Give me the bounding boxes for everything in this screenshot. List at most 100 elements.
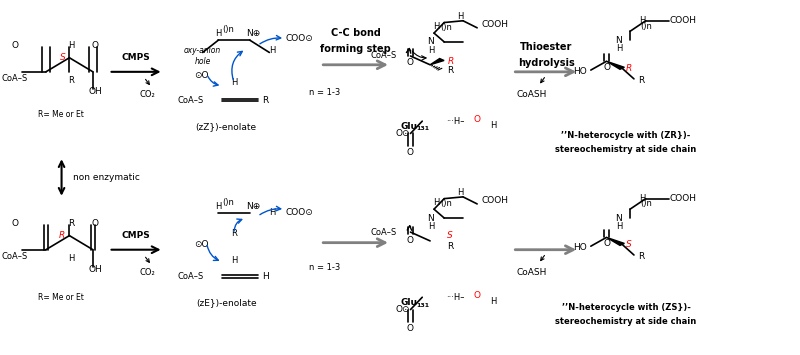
Text: N⊕: N⊕	[246, 29, 260, 38]
Text: ⊙O: ⊙O	[194, 71, 208, 80]
Text: R: R	[638, 252, 644, 261]
Text: stereochemistry at side chain: stereochemistry at side chain	[555, 145, 697, 154]
Text: Glu: Glu	[400, 298, 418, 307]
Text: ()n: ()n	[222, 198, 234, 207]
Text: O: O	[603, 63, 610, 72]
Text: R= Me or Et: R= Me or Et	[38, 293, 84, 302]
Text: R: R	[447, 66, 454, 75]
Text: forming step: forming step	[320, 44, 391, 54]
Text: O⊙: O⊙	[396, 305, 410, 314]
Text: COO⊙: COO⊙	[285, 208, 313, 217]
Text: R: R	[59, 231, 66, 240]
Text: S: S	[626, 240, 632, 249]
Text: ’’N-heterocycle with (ZS})-: ’’N-heterocycle with (ZS})-	[562, 303, 690, 312]
Text: H: H	[68, 254, 74, 263]
Polygon shape	[606, 61, 625, 69]
Text: CoA–S: CoA–S	[2, 75, 28, 83]
Text: R: R	[638, 76, 644, 85]
Text: R: R	[262, 95, 269, 104]
Text: CMPS: CMPS	[122, 53, 150, 62]
Text: H: H	[428, 222, 434, 231]
Text: H: H	[270, 208, 276, 217]
Text: CMPS: CMPS	[122, 231, 150, 240]
Text: ···H–: ···H–	[446, 117, 464, 126]
Text: O⊙: O⊙	[396, 129, 410, 138]
Text: O: O	[407, 324, 414, 333]
Text: Glu: Glu	[400, 122, 418, 131]
Text: CoA–S: CoA–S	[370, 228, 396, 236]
Text: COOH: COOH	[670, 16, 696, 25]
Text: stereochemistry at side chain: stereochemistry at side chain	[555, 317, 697, 326]
Text: O: O	[603, 239, 610, 248]
Text: H: H	[215, 202, 222, 211]
Text: COOH: COOH	[670, 194, 696, 203]
Text: N: N	[615, 213, 622, 223]
Text: COO⊙: COO⊙	[285, 34, 313, 43]
Text: ()n: ()n	[222, 25, 234, 34]
Text: CoA–S: CoA–S	[2, 252, 28, 261]
Text: H: H	[270, 46, 276, 55]
Text: C-C bond: C-C bond	[330, 28, 381, 38]
Text: HO: HO	[573, 67, 587, 76]
Text: n = 1-3: n = 1-3	[309, 88, 340, 98]
Text: 131: 131	[417, 126, 430, 131]
Text: OH: OH	[89, 87, 102, 96]
Text: H: H	[231, 78, 238, 87]
Text: (zE})-enolate: (zE})-enolate	[196, 298, 257, 307]
Text: H: H	[433, 198, 439, 207]
Text: H: H	[262, 272, 269, 280]
Text: S: S	[447, 231, 453, 240]
Text: O: O	[92, 41, 98, 50]
Text: O: O	[407, 236, 414, 245]
Text: H: H	[616, 44, 622, 54]
Text: (zZ})-enolate: (zZ})-enolate	[196, 122, 257, 131]
Text: H: H	[231, 256, 238, 265]
Text: R: R	[68, 219, 74, 228]
Text: CoA–S: CoA–S	[178, 95, 204, 104]
Text: H: H	[490, 121, 496, 130]
Text: COOH: COOH	[481, 196, 508, 205]
Polygon shape	[430, 59, 444, 65]
Text: O: O	[474, 291, 481, 300]
Text: hydrolysis: hydrolysis	[518, 58, 574, 68]
Text: N: N	[427, 213, 434, 223]
Text: CoA–S: CoA–S	[178, 272, 204, 280]
Text: N⊕: N⊕	[246, 202, 260, 211]
Text: O: O	[407, 148, 414, 157]
Text: R: R	[231, 229, 237, 238]
Polygon shape	[606, 237, 625, 245]
Text: N: N	[427, 37, 434, 47]
Text: H: H	[433, 22, 439, 31]
Text: CO₂: CO₂	[140, 268, 156, 277]
Text: O: O	[11, 41, 18, 50]
Text: CoASH: CoASH	[517, 268, 547, 277]
Text: H: H	[490, 297, 496, 306]
Text: O: O	[407, 58, 414, 67]
Text: CoA–S: CoA–S	[370, 51, 396, 60]
Text: ···H–: ···H–	[446, 293, 464, 302]
Text: R: R	[68, 76, 74, 85]
Text: HO: HO	[573, 244, 587, 252]
Text: H: H	[616, 222, 622, 231]
Text: H: H	[458, 188, 464, 197]
Text: non enzymatic: non enzymatic	[74, 173, 140, 182]
Text: ⊙O: ⊙O	[194, 240, 208, 249]
Text: OH: OH	[89, 264, 102, 274]
Text: H: H	[639, 194, 646, 203]
Text: R: R	[626, 64, 632, 73]
Text: n = 1-3: n = 1-3	[309, 263, 340, 272]
Text: R: R	[447, 242, 454, 251]
Text: H: H	[215, 29, 222, 38]
Text: Thioester: Thioester	[520, 42, 572, 52]
Text: N: N	[615, 36, 622, 45]
Text: CoASH: CoASH	[517, 90, 547, 99]
Text: H: H	[458, 12, 464, 21]
Text: ’’N-heterocycle with (ZR})-: ’’N-heterocycle with (ZR})-	[562, 131, 690, 140]
Text: O: O	[11, 219, 18, 228]
Text: 131: 131	[417, 302, 430, 307]
Text: ()n: ()n	[640, 200, 652, 208]
Text: R= Me or Et: R= Me or Et	[38, 110, 84, 119]
Text: H: H	[639, 16, 646, 25]
Text: ()n: ()n	[440, 23, 452, 32]
Text: ()n: ()n	[640, 22, 652, 31]
